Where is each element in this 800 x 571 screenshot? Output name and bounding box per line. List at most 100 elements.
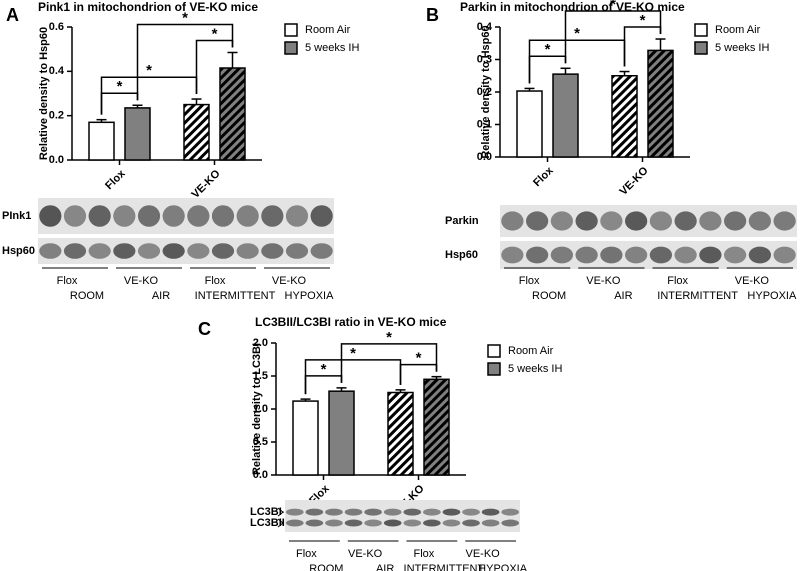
- blot-band: [481, 519, 500, 527]
- blot-band: [525, 246, 549, 264]
- significance-label: *: [117, 78, 123, 95]
- blot-band: [261, 205, 284, 227]
- blot-band: [39, 205, 62, 227]
- condition-label: AIR: [614, 290, 632, 302]
- y-axis-label: Relative density to Hsp60: [38, 27, 50, 160]
- significance-label: *: [350, 345, 356, 362]
- y-tick-label: 0.4: [49, 65, 65, 77]
- bar: [387, 391, 414, 476]
- condition-label: INTERMITTENT: [195, 290, 276, 302]
- blot-band: [699, 246, 722, 264]
- condition-label: INTERMITTENT: [657, 290, 738, 302]
- significance-label: *: [386, 329, 392, 346]
- blot-background: [285, 500, 520, 532]
- blot-band: [773, 211, 796, 231]
- blot-band: [137, 243, 161, 259]
- group-label: VE-KO: [348, 548, 383, 560]
- blot-band: [113, 205, 136, 227]
- bar: [423, 378, 450, 476]
- blot-band: [600, 211, 623, 231]
- blot-band: [624, 246, 648, 264]
- blot-band: [550, 246, 574, 264]
- blot-band: [383, 508, 402, 516]
- blot-band: [88, 205, 111, 227]
- bar: [183, 103, 210, 161]
- group-label: Flox: [57, 275, 78, 287]
- group-label: VE-KO: [586, 275, 621, 287]
- blot-band: [236, 243, 259, 259]
- significance-label: *: [321, 361, 327, 378]
- blot-row-label: Hsp60: [445, 249, 478, 261]
- blot-band: [501, 246, 524, 264]
- blot-band: [575, 211, 598, 231]
- condition-label: AIR: [152, 290, 170, 302]
- legend-swatch: [284, 23, 298, 37]
- chart-title: Parkin in mitochondrion of VE-KO mice: [460, 0, 685, 14]
- blot-band: [649, 246, 673, 264]
- y-axis-label: Relative density to Hsp60: [480, 25, 492, 158]
- y-tick-label: 1.5: [253, 370, 268, 382]
- blot-band: [748, 246, 772, 264]
- blot-band: [63, 243, 87, 259]
- blot-arrow: [277, 518, 284, 528]
- legend-label: Room Air: [715, 24, 761, 36]
- condition-label: HYPOXIA: [747, 290, 797, 302]
- blot-band: [403, 519, 422, 527]
- panel-letter: A: [6, 5, 19, 25]
- x-tick-label: VE-KO: [190, 167, 223, 200]
- bar: [124, 107, 151, 161]
- blot-band: [63, 205, 87, 227]
- blot-band: [624, 211, 648, 231]
- legend-label: 5 weeks IH: [305, 42, 359, 54]
- blot-band: [305, 519, 324, 527]
- significance-bracket: [528, 39, 626, 84]
- y-tick-label: 1.0: [253, 403, 268, 415]
- blot-band: [723, 211, 747, 231]
- condition-label: ROOM: [532, 290, 566, 302]
- bar: [611, 75, 638, 158]
- bar: [552, 73, 579, 158]
- condition-label: INTERMITTENT: [404, 563, 485, 571]
- blot-band: [364, 519, 382, 527]
- blot-row-label: LC3BII: [250, 517, 285, 529]
- y-tick-label: 0.0: [253, 469, 268, 481]
- blot-band: [748, 211, 772, 231]
- significance-label: *: [574, 25, 580, 42]
- significance-bracket: [304, 359, 402, 395]
- group-label: Flox: [413, 548, 434, 560]
- blot-band: [187, 205, 210, 227]
- blot-background: [500, 241, 797, 269]
- blot-band: [383, 519, 402, 527]
- x-tick-label: Flox: [531, 164, 556, 189]
- blot-band: [674, 246, 697, 264]
- group-label: VE-KO: [124, 275, 159, 287]
- legend-swatch: [284, 41, 298, 55]
- legend-label: Room Air: [305, 24, 351, 36]
- blot-band: [39, 243, 62, 259]
- legend-swatch: [487, 344, 501, 358]
- legend-label: 5 weeks IH: [715, 42, 769, 54]
- blot-band: [344, 508, 363, 516]
- chart-title: LC3BII/LC3BI ratio in VE-KO mice: [255, 315, 447, 329]
- chart-title: Pink1 in mitochondrion of VE-KO mice: [38, 0, 258, 14]
- blot-band: [423, 508, 441, 516]
- blot-row-label: LC3BI: [250, 506, 282, 518]
- bar: [292, 400, 319, 476]
- y-tick-label: 0.6: [49, 21, 64, 33]
- blot-row-label: PInk1: [2, 210, 31, 222]
- y-tick-label: 0.5: [253, 436, 268, 448]
- significance-bracket: [136, 23, 234, 101]
- blot-band: [285, 519, 304, 527]
- blot-band: [310, 205, 333, 227]
- significance-label: *: [640, 12, 646, 29]
- significance-label: *: [146, 62, 152, 79]
- blot-band: [525, 211, 549, 231]
- blot-band: [462, 519, 480, 527]
- group-label: Flox: [519, 275, 540, 287]
- blot-band: [723, 246, 747, 264]
- legend-label: 5 weeks IH: [508, 363, 562, 375]
- blot-band: [773, 246, 796, 264]
- bar: [647, 49, 674, 158]
- condition-label: ROOM: [70, 290, 104, 302]
- blot-band: [325, 508, 343, 516]
